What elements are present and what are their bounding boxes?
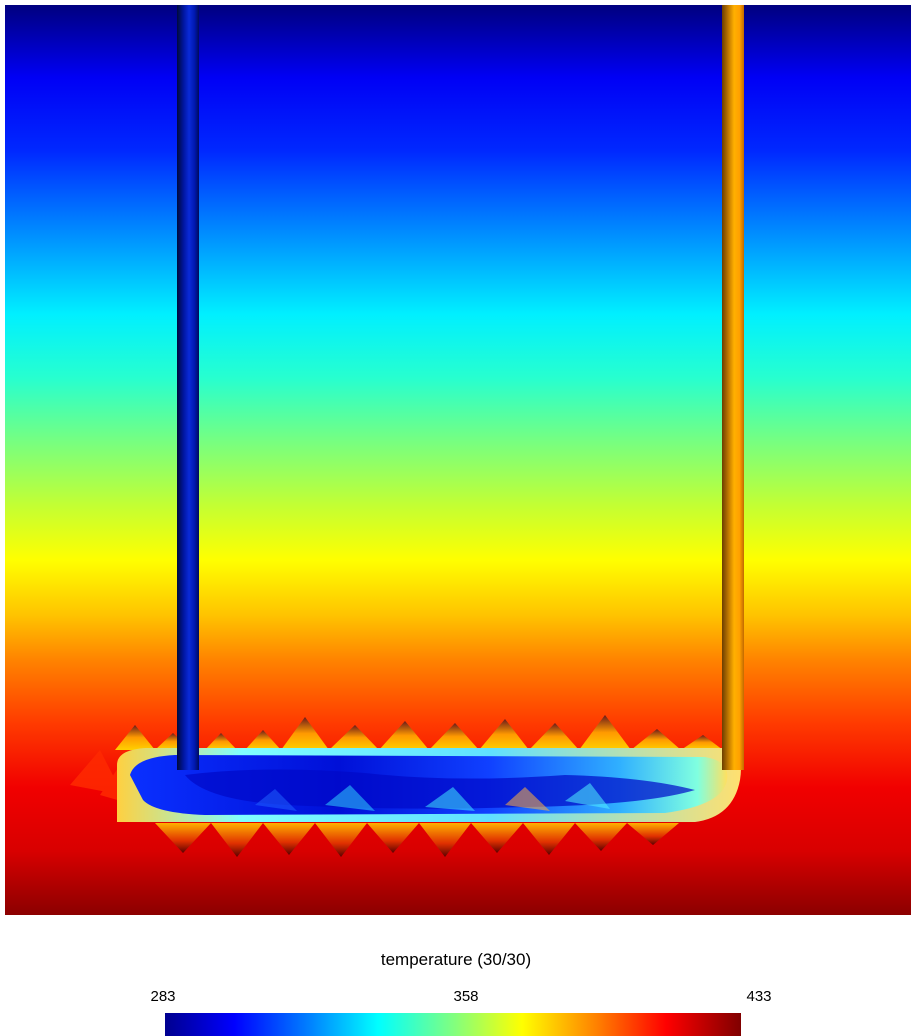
triangulated-mesh-edges <box>70 715 723 857</box>
colorbar-mid-label: 358 <box>453 988 479 1005</box>
left-pipe <box>177 5 199 770</box>
temperature-field <box>5 5 911 915</box>
colorbar-min-label: 283 <box>150 988 176 1005</box>
colorbar-max-label: 433 <box>746 988 772 1005</box>
right-pipe <box>722 5 744 770</box>
colorbar <box>165 1013 741 1036</box>
cold-region-tray <box>117 748 741 822</box>
colorbar-title: temperature (30/30) <box>380 950 532 969</box>
